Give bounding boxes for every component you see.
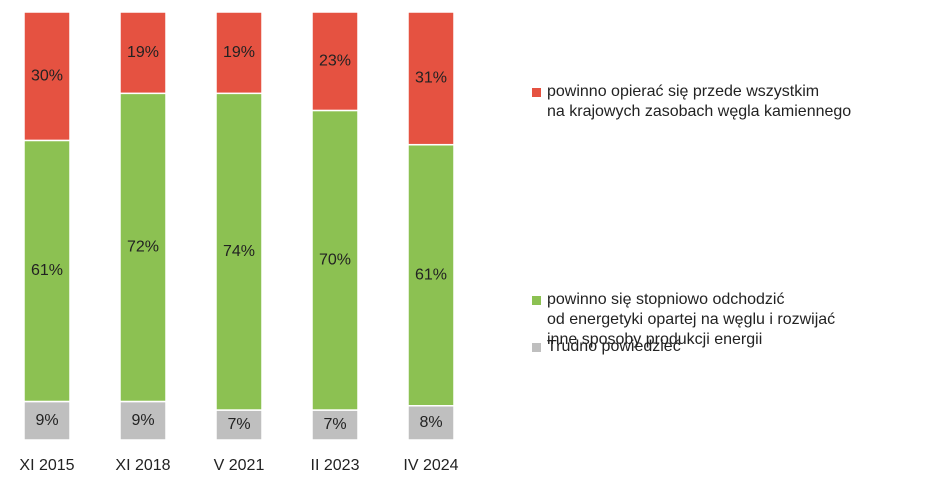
value-label: 8% xyxy=(419,414,442,431)
x-tick-label: IV 2024 xyxy=(403,457,458,474)
value-label: 30% xyxy=(31,67,63,84)
value-label: 61% xyxy=(415,266,447,283)
value-label: 19% xyxy=(223,44,255,61)
bar-segment xyxy=(215,92,263,411)
value-label: 7% xyxy=(323,416,346,433)
legend-label: powinno opierać się przede wszystkim na … xyxy=(547,83,852,120)
value-label: 9% xyxy=(131,412,154,429)
bar-segment xyxy=(311,409,359,441)
legend-swatch xyxy=(532,343,541,352)
bar-segment xyxy=(23,139,71,403)
value-label: 19% xyxy=(127,44,159,61)
legend-item: powinno opierać się przede wszystkim na … xyxy=(532,82,851,122)
value-label: 31% xyxy=(415,70,447,87)
legend-label: powinno się stopniowo odchodzić od energ… xyxy=(547,291,836,348)
bar-segment xyxy=(119,400,167,441)
bar-segment xyxy=(311,109,359,411)
legend-label: Trudno powiedzieć xyxy=(547,338,681,355)
value-label: 74% xyxy=(223,243,255,260)
value-label: 70% xyxy=(319,251,351,268)
legend-swatch xyxy=(532,88,541,97)
bar-segment xyxy=(23,11,71,142)
value-label: 61% xyxy=(31,262,63,279)
x-tick-label: XI 2015 xyxy=(19,457,74,474)
x-tick-label: XI 2018 xyxy=(115,457,170,474)
bar-segment xyxy=(119,11,167,95)
bar-segment xyxy=(215,409,263,441)
value-label: 7% xyxy=(227,416,250,433)
x-tick-label: V 2021 xyxy=(214,457,265,474)
x-tick-label: II 2023 xyxy=(311,457,360,474)
bar-segment xyxy=(215,11,263,95)
legend-item: Trudno powiedzieć xyxy=(532,337,681,357)
bar-segment xyxy=(407,11,455,146)
value-label: 23% xyxy=(319,52,351,69)
legend-swatch xyxy=(532,296,541,305)
value-label: 9% xyxy=(35,412,58,429)
bar-segment xyxy=(407,405,455,441)
value-label: 72% xyxy=(127,239,159,256)
legend-item: powinno się stopniowo odchodzić od energ… xyxy=(532,290,835,350)
bar-segment xyxy=(311,11,359,112)
bar-segment xyxy=(119,92,167,403)
bar-segment xyxy=(23,400,71,441)
